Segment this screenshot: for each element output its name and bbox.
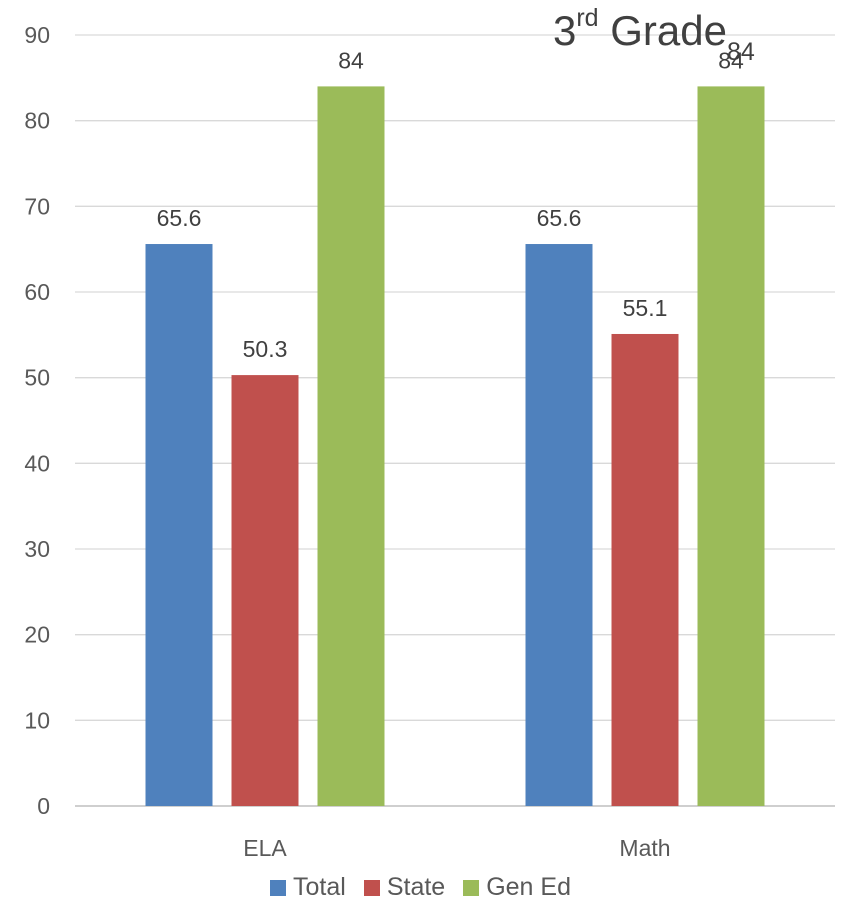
legend-item-gen-ed: Gen Ed bbox=[463, 873, 571, 902]
legend-swatch-gen-ed bbox=[463, 879, 480, 896]
bar-gen-ed-ela bbox=[317, 86, 385, 806]
data-label-total-ela: 65.6 bbox=[157, 205, 202, 231]
y-tick-label-0: 0 bbox=[37, 793, 50, 819]
data-label-state-math: 55.1 bbox=[623, 295, 668, 321]
bar-state-ela bbox=[231, 375, 299, 806]
legend-swatch-total bbox=[270, 879, 287, 896]
y-tick-label-40: 40 bbox=[24, 450, 50, 476]
x-category-label-math: Math bbox=[619, 835, 670, 861]
legend-item-state: State bbox=[363, 873, 446, 902]
x-category-label-ela: ELA bbox=[243, 835, 287, 861]
bar-gen-ed-math bbox=[697, 86, 765, 806]
y-tick-label-60: 60 bbox=[24, 279, 50, 305]
y-tick-label-10: 10 bbox=[24, 707, 50, 733]
chart-title-subscript: 84 bbox=[727, 38, 755, 67]
y-tick-label-90: 90 bbox=[24, 22, 50, 48]
chart-title: 3rd Grade84 bbox=[553, 6, 755, 65]
legend-item-total: Total bbox=[270, 873, 346, 902]
y-tick-label-70: 70 bbox=[24, 193, 50, 219]
data-label-gen-ed-ela: 84 bbox=[338, 47, 364, 73]
chart-title-text: Grade bbox=[598, 7, 727, 54]
legend-label-state: State bbox=[386, 873, 446, 901]
y-tick-label-80: 80 bbox=[24, 108, 50, 134]
y-tick-label-20: 20 bbox=[24, 622, 50, 648]
data-label-total-math: 65.6 bbox=[537, 205, 582, 231]
legend: Total State Gen Ed bbox=[0, 873, 841, 902]
data-label-gen-ed-math: 84 bbox=[718, 47, 744, 73]
data-label-state-ela: 50.3 bbox=[243, 336, 288, 362]
legend-label-total: Total bbox=[293, 873, 346, 901]
bar-total-math bbox=[525, 244, 593, 806]
chart-title-number: 3 bbox=[553, 7, 577, 54]
legend-swatch-state bbox=[363, 879, 380, 896]
y-tick-label-50: 50 bbox=[24, 365, 50, 391]
bar-state-math bbox=[611, 333, 679, 806]
legend-label-gen-ed: Gen Ed bbox=[486, 873, 571, 901]
bar-total-ela bbox=[145, 244, 213, 806]
y-tick-label-30: 30 bbox=[24, 536, 50, 562]
chart-title-ordinal: rd bbox=[576, 4, 599, 32]
